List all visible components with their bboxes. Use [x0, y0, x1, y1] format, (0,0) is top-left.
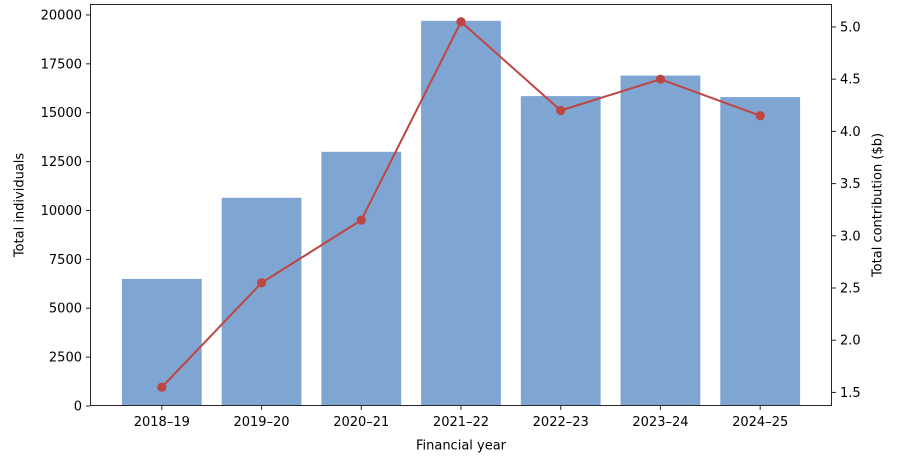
y-tick-label-right: 3.5 [840, 177, 861, 192]
data-point-marker-2020–21 [356, 215, 366, 225]
bar-2019–20 [221, 197, 302, 406]
bar-2022–23 [520, 96, 601, 406]
y-tick-label-left: 10000 [41, 204, 82, 219]
y-tick-label-left: 17500 [41, 57, 82, 72]
x-tick-label: 2020–21 [333, 415, 389, 430]
bar-2021–22 [421, 20, 501, 406]
y-tick-label-left: 15000 [41, 106, 82, 121]
y-tick-label-right: 1.5 [840, 386, 861, 401]
y-tick-label-right: 2.5 [840, 282, 861, 297]
y-tick-label-right: 2.0 [840, 334, 861, 349]
data-point-marker-2024–25 [755, 111, 765, 121]
x-tick-label: 2024–25 [732, 415, 788, 430]
x-tick-label: 2018–19 [134, 415, 190, 430]
y-tick-label-right: 4.0 [840, 125, 861, 140]
y-axis-label-left: Total individuals [12, 152, 28, 258]
x-axis-label: Financial year [415, 438, 507, 454]
data-point-marker-2021–22 [456, 17, 466, 27]
y-tick-label-right: 5.0 [840, 20, 861, 35]
y-tick-label-left: 5000 [49, 302, 82, 317]
bar-2023–24 [620, 75, 701, 406]
x-tick-label: 2021–22 [433, 415, 489, 430]
y-tick-label-left: 12500 [41, 155, 82, 170]
y-axis-label-right: Total contribution ($b) [870, 132, 886, 278]
data-point-marker-2022–23 [556, 105, 566, 116]
x-tick-label: 2019–20 [233, 415, 289, 430]
x-tick-label: 2023–24 [632, 415, 688, 430]
y-tick-label-right: 3.0 [840, 229, 861, 244]
data-point-marker-2018–19 [157, 382, 167, 392]
y-tick-label-left: 2500 [49, 351, 82, 366]
y-tick-label-left: 0 [74, 400, 82, 415]
y-tick-label-right: 4.5 [840, 73, 861, 88]
plot-frame [90, 4, 832, 406]
y-tick-label-left: 20000 [41, 8, 82, 23]
data-point-marker-2019–20 [256, 278, 267, 288]
y-tick-label-left: 7500 [49, 253, 82, 268]
x-tick-label: 2022–23 [533, 415, 589, 430]
data-point-marker-2023–24 [655, 74, 666, 84]
bar-2020–21 [321, 151, 402, 406]
bar-2024–25 [720, 97, 801, 406]
